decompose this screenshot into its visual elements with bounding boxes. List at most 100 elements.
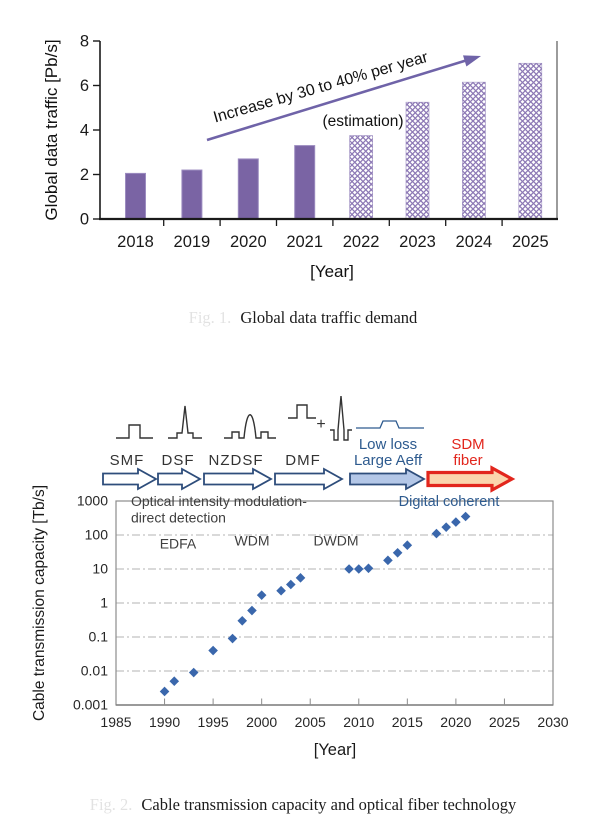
tech-arrow-low-loss-large-aeff <box>349 467 426 491</box>
tech-arrow-label: Low loss <box>359 436 417 453</box>
pulse-icon-nzdsf <box>224 414 276 439</box>
data-point-2019 <box>441 522 451 532</box>
data-point-2018 <box>431 528 442 539</box>
data-point-2000 <box>256 590 267 600</box>
x-tick-label: 1985 <box>100 714 131 730</box>
data-point-1998 <box>237 615 248 626</box>
tech-arrow-nzdsf <box>203 467 273 491</box>
data-point-2010 <box>353 564 364 574</box>
data-point-2015 <box>402 540 413 551</box>
y-tick-label: 1000 <box>77 493 108 509</box>
tech-arrow-label: Large Aeff <box>354 452 423 469</box>
bar-2021 <box>294 145 316 220</box>
pulse-icon-smf <box>116 424 153 439</box>
pulse-icon-dsf <box>168 405 202 439</box>
data-point-2009 <box>344 564 354 574</box>
data-point-1991 <box>169 676 180 687</box>
y-axis-title: Global data traffic [Pb/s] <box>42 39 61 220</box>
data-point-2020 <box>451 517 461 527</box>
estimation-bar-2025 <box>518 62 543 220</box>
y-tick-label: 4 <box>80 122 89 140</box>
data-point-2003 <box>286 579 296 590</box>
y-tick-label: 0.1 <box>89 629 109 645</box>
y-tick-label: 100 <box>85 527 109 543</box>
bar-2020 <box>237 158 259 220</box>
x-tick-label: 2030 <box>537 714 568 730</box>
y-tick-label: 8 <box>80 33 89 51</box>
data-point-1990 <box>159 686 170 697</box>
figure2-number-faint: Fig. 2. <box>89 795 133 814</box>
x-tick-label: 2020 <box>440 714 471 730</box>
x-tick-label: 2005 <box>295 714 326 730</box>
digital-coherent-label: Digital coherent <box>399 494 500 510</box>
global-data-traffic-chart: 0 2 4 6 8 2018 2019 2020 2021 2022 2023 2024 2025 Glo… <box>42 33 558 281</box>
x-tick-label: 2025 <box>489 714 520 730</box>
figure1-caption: Fig. 1. Global data traffic demand <box>0 308 606 328</box>
tech-arrow-label: DMF <box>285 452 321 469</box>
pulse-icon-dmf-square <box>288 404 316 419</box>
tech-arrow-sdm-fiber <box>426 465 516 493</box>
x-axis-title: [Year] <box>310 262 354 281</box>
era-imdd-label-line1: Optical intensity modulation- <box>131 493 307 509</box>
data-point-2013 <box>383 555 393 566</box>
x-tick-label: 2018 <box>117 233 154 251</box>
trend-arrow-head <box>463 55 481 67</box>
x-tick-label: 2000 <box>246 714 277 730</box>
x-tick-label: 1990 <box>149 714 180 730</box>
tech-arrow-label: NZDSF <box>209 452 264 469</box>
y-tick-label: 0.01 <box>81 663 108 679</box>
estimation-label: (estimation) <box>323 113 404 130</box>
x-tick-label: 2025 <box>512 233 549 251</box>
data-point-2014 <box>392 547 403 558</box>
tech-arrow-label: SDM <box>451 436 484 453</box>
data-point-1997 <box>227 633 238 644</box>
y-tick-label: 6 <box>80 77 89 95</box>
x-tick-label: 2024 <box>456 233 493 251</box>
trend-arrow <box>206 59 466 142</box>
x-tick-label: 2023 <box>399 233 436 251</box>
figure2-caption-text: Cable transmission capacity and optical … <box>141 795 517 814</box>
x-tick-label: 2021 <box>286 233 323 251</box>
plus-icon: + <box>316 416 325 433</box>
y-tick-label: 10 <box>92 561 108 577</box>
estimation-bar-2024 <box>462 81 486 220</box>
y-tick-label: 0.001 <box>73 697 108 713</box>
x-tick-label: 2022 <box>343 233 380 251</box>
x-tick-label: 2020 <box>230 233 267 251</box>
data-point-1999 <box>247 605 257 616</box>
bar-2018 <box>125 172 146 220</box>
dwdm-label: DWDM <box>313 533 358 549</box>
y-tick-label: 2 <box>80 166 89 184</box>
data-point-2011 <box>363 563 374 574</box>
estimation-bar-2022 <box>349 135 373 220</box>
data-point-2004 <box>295 573 306 583</box>
pulse-icon-dmf-spike <box>330 395 352 441</box>
tech-arrow-smf <box>102 467 158 491</box>
data-point-2002 <box>276 585 286 596</box>
y-tick-label: 0 <box>80 211 89 229</box>
x-tick-label: 2019 <box>174 233 211 251</box>
data-point-2021 <box>460 511 471 522</box>
wdm-label: WDM <box>235 533 270 549</box>
x-tick-label: 1995 <box>198 714 229 730</box>
tech-arrow-label: SMF <box>110 452 145 469</box>
edfa-label: EDFA <box>160 536 197 552</box>
tech-arrow-dsf <box>157 467 202 491</box>
data-point-1995 <box>208 645 218 656</box>
tech-arrow-dmf <box>274 467 344 491</box>
y-axis-title: Cable transmission capacity [Tb/s] <box>31 485 48 721</box>
figure2-caption: Fig. 2. Cable transmission capacity and o… <box>0 795 606 815</box>
x-tick-label: 2010 <box>343 714 374 730</box>
figure1-caption-text: Global data traffic demand <box>240 308 418 327</box>
x-tick-label: 2015 <box>392 714 423 730</box>
y-tick-label: 1 <box>100 595 108 611</box>
estimation-bar-2023 <box>405 101 430 220</box>
x-axis-title: [Year] <box>314 741 357 759</box>
tech-arrow-label: fiber <box>453 452 482 469</box>
data-point-1993 <box>188 667 199 678</box>
era-imdd-label-line2: direct detection <box>131 510 226 526</box>
tech-arrow-label: DSF <box>162 452 195 469</box>
bar-2019 <box>181 169 203 220</box>
